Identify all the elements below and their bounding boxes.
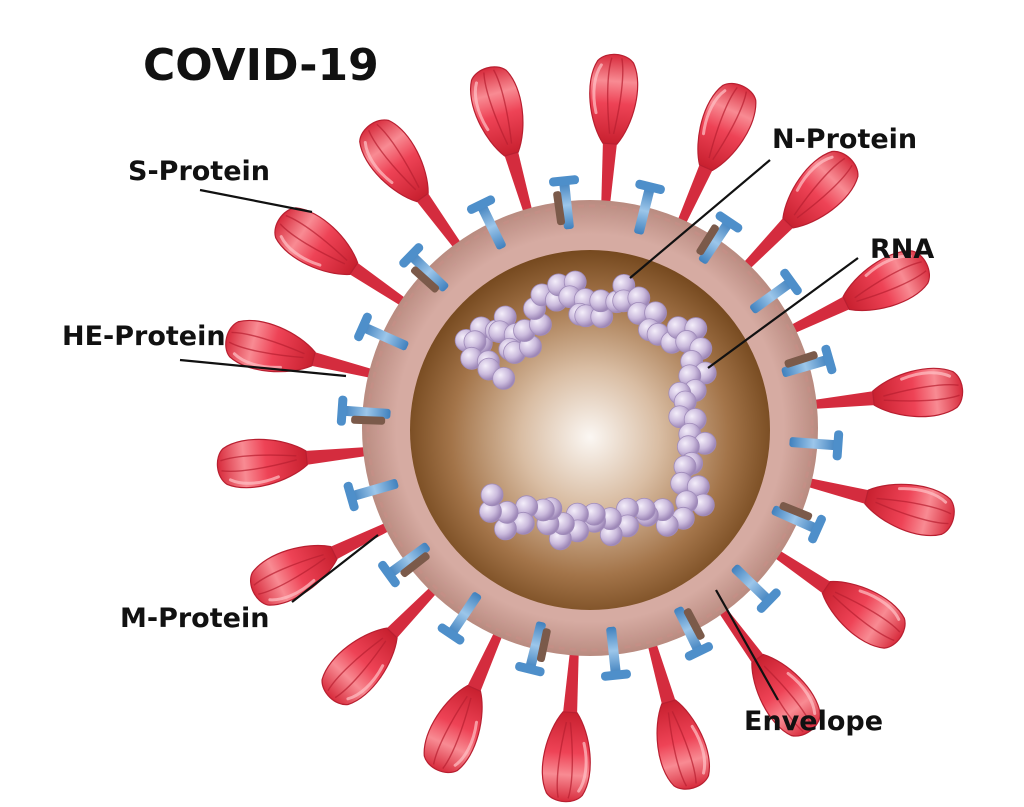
spike-protein-icon xyxy=(803,367,964,418)
spike-protein-icon xyxy=(423,622,507,774)
envelope-label: Envelope xyxy=(744,706,883,737)
he-protein-icon xyxy=(789,430,844,461)
m-protein-icon xyxy=(553,191,566,226)
spike-protein-icon xyxy=(541,642,591,803)
spike-protein-icon xyxy=(645,633,710,790)
spike-protein-icon xyxy=(673,82,757,234)
spike-protein-icon xyxy=(359,119,467,257)
he-protein-icon xyxy=(698,211,743,264)
he-protein-icon xyxy=(750,268,802,314)
he-protein-icon xyxy=(378,542,430,588)
m-protein-label: M-Protein xyxy=(120,603,269,634)
spike-protein-icon xyxy=(589,53,639,214)
he-protein-icon xyxy=(600,626,631,681)
he-protein-icon xyxy=(399,243,449,292)
m-protein-icon xyxy=(351,415,386,425)
spike-protein-icon xyxy=(797,476,955,537)
he-proteins xyxy=(336,175,844,681)
m-protein-leader xyxy=(291,534,379,603)
s-protein-leader xyxy=(199,188,313,214)
n-protein-leader xyxy=(629,159,771,279)
he-protein-icon xyxy=(781,344,837,377)
he-protein-icon xyxy=(336,395,391,426)
he-protein-icon xyxy=(515,621,546,677)
he-protein-icon xyxy=(634,179,665,235)
he-protein-icon xyxy=(731,564,781,613)
he-protein-icon xyxy=(466,195,506,250)
leader-lines xyxy=(179,159,859,701)
m-protein-icon xyxy=(410,266,440,293)
m-protein-icon xyxy=(696,224,719,256)
he-protein-label: HE-Protein xyxy=(62,321,226,352)
he-protein-leader xyxy=(179,358,347,378)
m-protein-icon xyxy=(779,501,813,521)
spike-protein-icon xyxy=(225,319,383,380)
he-protein-icon xyxy=(771,505,826,544)
s-protein-spikes xyxy=(216,53,964,803)
s-protein-label: S-Protein xyxy=(128,156,270,187)
diagram-title: COVID-19 xyxy=(143,40,379,91)
spike-protein-icon xyxy=(274,207,414,312)
spike-protein-icon xyxy=(766,544,906,649)
he-protein-icon xyxy=(354,312,409,351)
spike-protein-icon xyxy=(470,66,535,223)
spike-protein-icon xyxy=(736,150,859,277)
he-protein-icon xyxy=(674,606,714,661)
m-protein-icon xyxy=(683,608,705,640)
rna-strand xyxy=(454,270,717,551)
m-proteins xyxy=(351,191,818,663)
rna-leader xyxy=(707,257,859,369)
n-protein-label: N-Protein xyxy=(772,124,917,155)
spike-protein-icon xyxy=(250,518,399,606)
m-protein-icon xyxy=(784,351,818,368)
spike-protein-icon xyxy=(781,250,930,338)
m-protein-icon xyxy=(536,628,551,663)
he-protein-icon xyxy=(343,479,399,512)
rna-label: RNA xyxy=(870,234,934,265)
envelope-leader xyxy=(715,589,779,701)
m-protein-icon xyxy=(400,552,430,578)
he-protein-icon xyxy=(437,592,482,645)
spike-protein-icon xyxy=(321,579,444,706)
spike-protein-icon xyxy=(216,438,377,489)
